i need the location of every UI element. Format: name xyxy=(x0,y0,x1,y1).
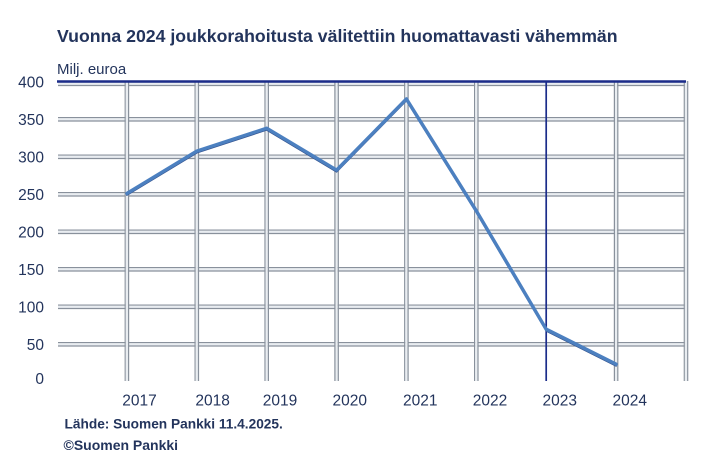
svg-text:Vuonna 2024 joukkorahoitusta v: Vuonna 2024 joukkorahoitusta välitettiin… xyxy=(57,26,618,46)
svg-text:350: 350 xyxy=(18,112,44,129)
svg-text:Lähde: Suomen Pankki 11.4.2025: Lähde: Suomen Pankki 11.4.2025. xyxy=(65,417,283,432)
svg-text:Milj. euroa: Milj. euroa xyxy=(57,61,127,78)
svg-text:2017: 2017 xyxy=(122,393,156,410)
svg-text:2020: 2020 xyxy=(332,393,367,410)
svg-text:100: 100 xyxy=(18,300,44,317)
svg-text:0: 0 xyxy=(35,371,44,388)
svg-text:400: 400 xyxy=(18,75,44,92)
svg-text:2023: 2023 xyxy=(542,393,576,410)
svg-text:2021: 2021 xyxy=(403,393,437,410)
svg-text:©Suomen Pankki: ©Suomen Pankki xyxy=(64,437,179,453)
svg-text:250: 250 xyxy=(18,187,44,204)
svg-text:150: 150 xyxy=(18,262,44,279)
svg-text:2022: 2022 xyxy=(473,393,507,410)
svg-text:50: 50 xyxy=(27,337,45,354)
svg-text:2024: 2024 xyxy=(613,393,648,410)
svg-text:200: 200 xyxy=(18,225,44,242)
svg-text:2019: 2019 xyxy=(263,393,297,410)
svg-text:2018: 2018 xyxy=(195,393,229,410)
svg-text:300: 300 xyxy=(18,150,44,167)
